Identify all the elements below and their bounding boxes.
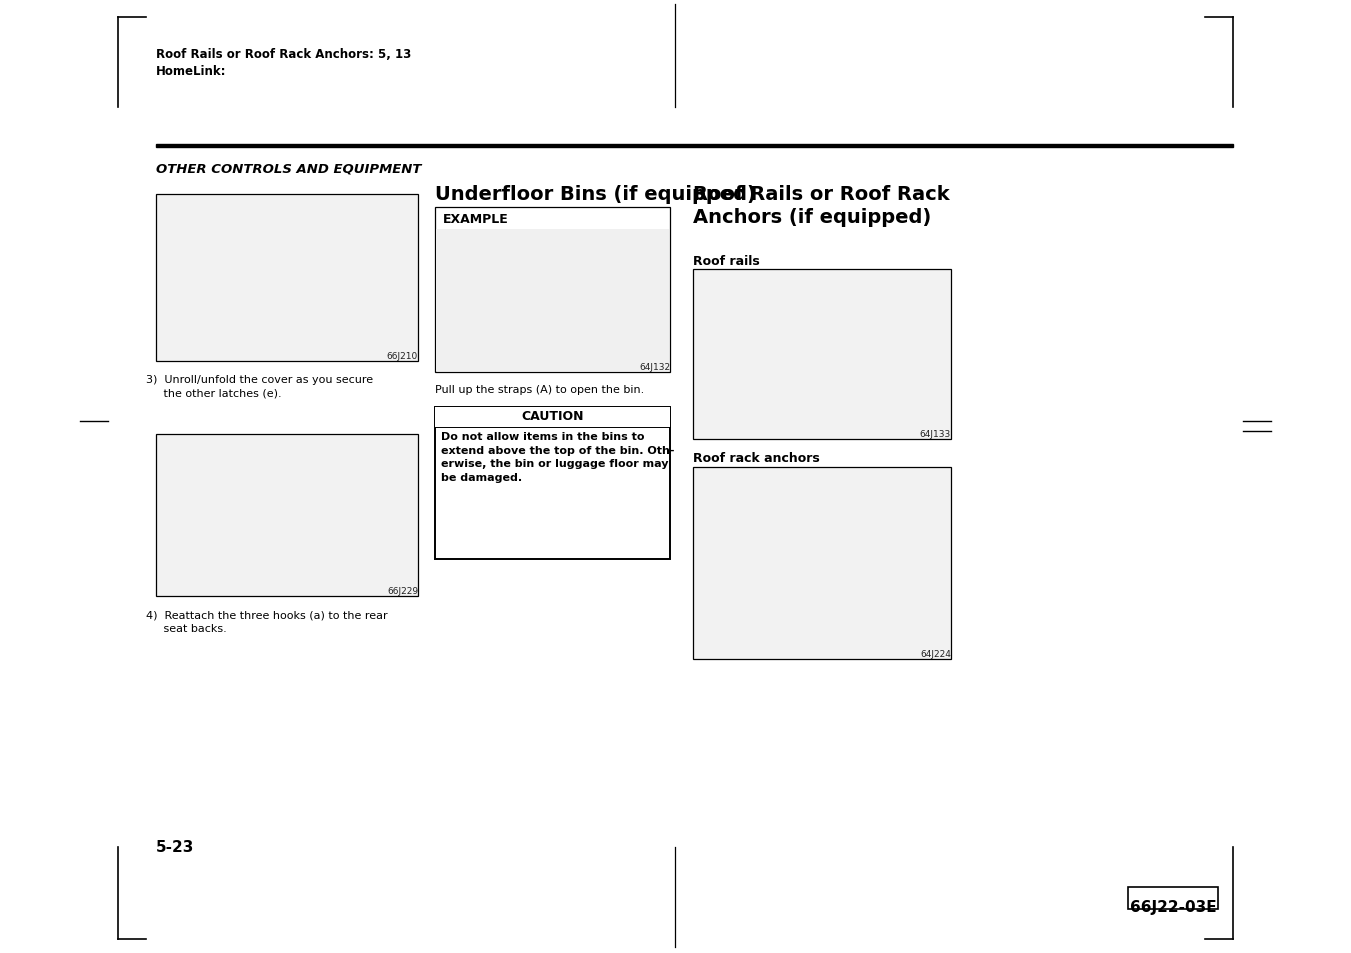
Text: Roof rails: Roof rails [693, 254, 759, 268]
Text: 64J224: 64J224 [920, 649, 951, 659]
Text: Roof Rails or Roof Rack Anchors: 5, 13: Roof Rails or Roof Rack Anchors: 5, 13 [155, 48, 411, 61]
Bar [1128, 887, 1219, 909]
Bar [436, 230, 669, 372]
Bar [693, 270, 951, 439]
Text: 66J229: 66J229 [386, 586, 417, 596]
Text: Pull up the straps (A) to open the bin.: Pull up the straps (A) to open the bin. [435, 385, 644, 395]
Bar [155, 144, 1233, 148]
Text: EXAMPLE: EXAMPLE [443, 213, 509, 226]
Text: 66J210: 66J210 [386, 352, 417, 360]
Text: 66J22-03E: 66J22-03E [1129, 899, 1216, 914]
Text: Roof Rails or Roof Rack
Anchors (if equipped): Roof Rails or Roof Rack Anchors (if equi… [693, 185, 950, 227]
Bar [155, 435, 417, 597]
Text: 3)  Unroll/unfold the cover as you secure
     the other latches (e).: 3) Unroll/unfold the cover as you secure… [146, 375, 373, 398]
Text: 4)  Reattach the three hooks (a) to the rear
     seat backs.: 4) Reattach the three hooks (a) to the r… [146, 609, 388, 634]
Text: 5-23: 5-23 [155, 840, 195, 854]
Text: OTHER CONTROLS AND EQUIPMENT: OTHER CONTROLS AND EQUIPMENT [155, 163, 422, 175]
Bar [155, 194, 417, 361]
Bar [435, 208, 670, 373]
Text: CAUTION: CAUTION [521, 410, 584, 422]
Text: 64J132: 64J132 [639, 363, 670, 372]
Text: Roof rack anchors: Roof rack anchors [693, 452, 820, 464]
Text: Underfloor Bins (if equipped): Underfloor Bins (if equipped) [435, 185, 755, 204]
Text: Do not allow items in the bins to
extend above the top of the bin. Oth-
erwise, : Do not allow items in the bins to extend… [440, 432, 674, 482]
Bar [435, 408, 670, 428]
Bar [435, 408, 670, 559]
Text: HomeLink:: HomeLink: [155, 65, 227, 78]
Bar [693, 468, 951, 659]
Text: 64J133: 64J133 [920, 430, 951, 438]
